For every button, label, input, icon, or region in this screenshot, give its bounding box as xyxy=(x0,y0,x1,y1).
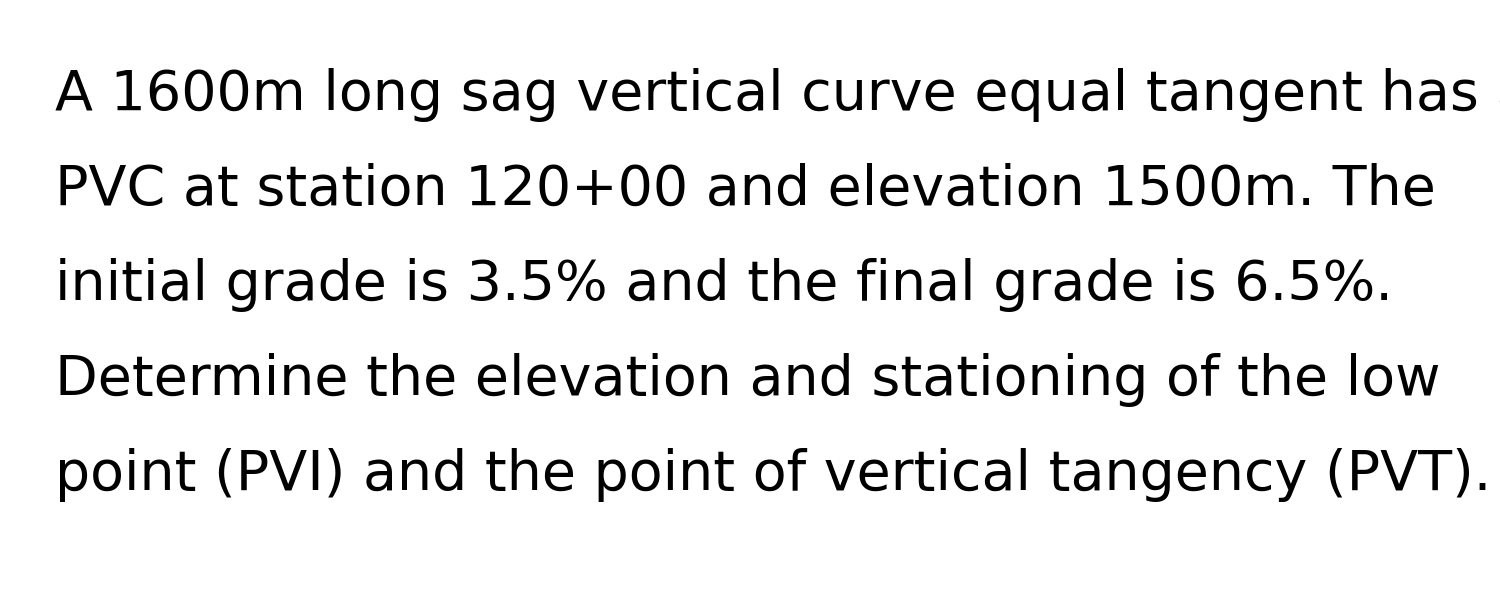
Text: PVC at station 120+00 and elevation 1500m. The: PVC at station 120+00 and elevation 1500… xyxy=(56,163,1436,217)
Text: point (PVI) and the point of vertical tangency (PVT).: point (PVI) and the point of vertical ta… xyxy=(56,448,1491,502)
Text: Determine the elevation and stationing of the low: Determine the elevation and stationing o… xyxy=(56,353,1440,407)
Text: A 1600m long sag vertical curve equal tangent has a: A 1600m long sag vertical curve equal ta… xyxy=(56,68,1500,122)
Text: initial grade is 3.5% and the final grade is 6.5%.: initial grade is 3.5% and the final grad… xyxy=(56,258,1394,312)
